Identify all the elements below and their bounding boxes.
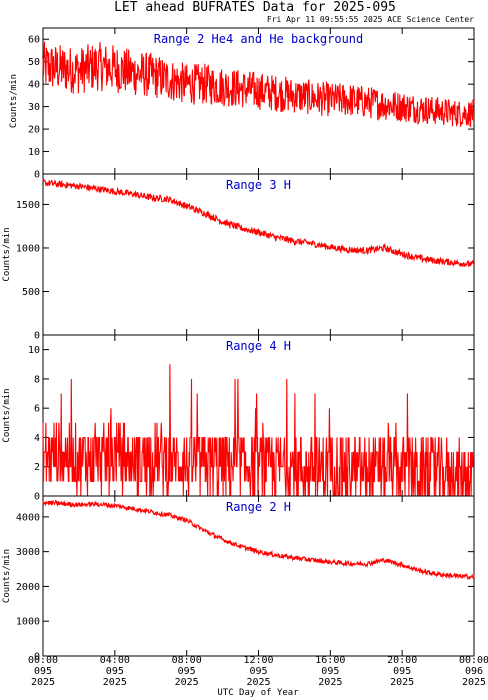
series-line (42, 41, 475, 128)
y-tick-label: 0 (34, 331, 40, 342)
y-tick-label: 4000 (16, 512, 40, 523)
panel-title: Range 3 H (226, 178, 291, 192)
x-tick-label-time: 20:00 (387, 655, 417, 666)
series-line (42, 364, 474, 497)
panel-title: Range 2 He4 and He background (154, 32, 364, 46)
y-axis-title: Counts/min (9, 74, 19, 128)
x-tick-label-year: 2025 (103, 677, 127, 688)
y-tick-label: 10 (28, 147, 40, 158)
x-tick-label-time: 00:00 (459, 655, 488, 666)
panel-4: 0 1000 2000 3000 4000 Counts/min Range 2 H (2, 495, 475, 663)
x-axis-labels: 00:00095202504:00095202508:00095202512:0… (28, 655, 488, 688)
y-tick-label: 0 (34, 170, 40, 181)
y-tick-label: 10 (28, 345, 40, 356)
panel-title: Range 4 H (226, 339, 291, 353)
x-tick-label-time: 00:00 (28, 655, 58, 666)
x-tick-label-doy: 095 (321, 666, 339, 677)
x-tick-label-year: 2025 (31, 677, 55, 688)
y-tick-label: 500 (22, 287, 40, 298)
y-tick-label: 0 (34, 652, 40, 663)
y-tick-label: 6 (34, 404, 40, 415)
y-tick-label: 40 (28, 80, 40, 91)
series-line (42, 178, 475, 268)
y-tick-label: 4 (34, 433, 40, 444)
series-line (42, 499, 475, 580)
y-tick-label: 1000 (16, 617, 40, 628)
chart-subtitle: Fri Apr 11 09:55:55 2025 ACE Science Cen… (267, 15, 474, 24)
x-tick-label-year: 2025 (246, 677, 270, 688)
x-tick-label-doy: 095 (393, 666, 411, 677)
panel-3: 0 2 4 6 8 10 Counts/min Range 4 H (2, 334, 475, 503)
x-tick-label-doy: 095 (34, 666, 52, 677)
panel-2: 0 500 1000 1500 Counts/min Range 3 H (2, 173, 475, 342)
x-tick-label-doy: 095 (106, 666, 124, 677)
y-tick-label: 0 (34, 492, 40, 503)
y-tick-label: 20 (28, 125, 40, 136)
y-tick-label: 2 (34, 462, 40, 473)
y-tick-label: 30 (28, 102, 40, 113)
y-tick-label: 1500 (16, 200, 40, 211)
x-tick-label-time: 04:00 (100, 655, 130, 666)
x-tick-label-year: 2025 (175, 677, 199, 688)
x-tick-label-time: 16:00 (315, 655, 345, 666)
x-tick-label-doy: 095 (249, 666, 267, 677)
panel-title: Range 2 H (226, 500, 291, 514)
panel-1: 0 10 20 30 40 50 60 Counts/min Range 2 He4 and H… (9, 27, 475, 181)
y-tick-label: 50 (28, 57, 40, 68)
x-tick-label-year: 2025 (318, 677, 342, 688)
chart-title: LET ahead BUFRATES Data for 2025-095 (114, 0, 396, 15)
x-tick-label-doy: 095 (178, 666, 196, 677)
y-axis-title: Counts/min (2, 549, 12, 603)
y-axis-title: Counts/min (2, 227, 12, 281)
panel-frame (42, 495, 475, 657)
x-tick-label-time: 08:00 (172, 655, 202, 666)
x-tick-label-year: 2025 (390, 677, 414, 688)
x-tick-label-year: 2025 (462, 677, 486, 688)
x-axis-title: UTC Day of Year (217, 688, 299, 698)
y-tick-label: 60 (28, 35, 40, 46)
y-tick-label: 3000 (16, 547, 40, 558)
y-tick-label: 1000 (16, 243, 40, 254)
y-tick-label: 2000 (16, 582, 40, 593)
y-tick-label: 8 (34, 374, 40, 385)
x-tick-label-doy: 096 (465, 666, 483, 677)
x-tick-label-time: 12:00 (243, 655, 273, 666)
y-axis-title: Counts/min (2, 388, 12, 442)
